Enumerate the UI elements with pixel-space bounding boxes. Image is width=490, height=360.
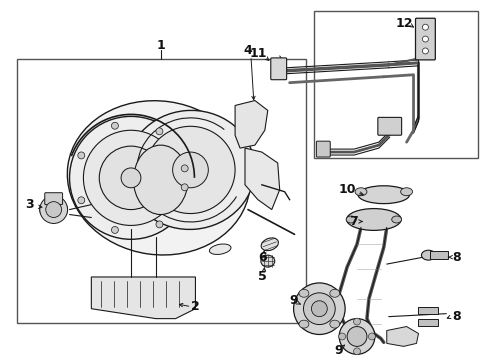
Text: 1: 1: [156, 39, 165, 51]
Text: 8: 8: [452, 310, 461, 323]
FancyBboxPatch shape: [45, 193, 63, 204]
Polygon shape: [245, 148, 280, 210]
Polygon shape: [235, 100, 268, 148]
Ellipse shape: [261, 255, 275, 267]
Text: 9: 9: [289, 294, 298, 307]
Circle shape: [156, 128, 163, 135]
Ellipse shape: [299, 289, 309, 297]
Polygon shape: [91, 277, 196, 319]
Circle shape: [70, 116, 193, 239]
Bar: [17, 59, 306, 323]
Circle shape: [181, 184, 188, 191]
Ellipse shape: [358, 186, 410, 204]
Text: 10: 10: [339, 183, 356, 196]
FancyBboxPatch shape: [317, 141, 330, 157]
Circle shape: [78, 197, 85, 204]
Circle shape: [422, 36, 428, 42]
Ellipse shape: [346, 208, 401, 230]
Ellipse shape: [40, 199, 68, 220]
Text: 5: 5: [258, 270, 267, 283]
Ellipse shape: [209, 244, 231, 255]
Circle shape: [83, 130, 178, 225]
Circle shape: [303, 293, 335, 325]
FancyBboxPatch shape: [416, 18, 435, 60]
Circle shape: [99, 146, 163, 210]
Circle shape: [368, 333, 375, 340]
FancyBboxPatch shape: [378, 117, 402, 135]
Circle shape: [422, 24, 428, 30]
Circle shape: [172, 152, 208, 188]
Circle shape: [40, 196, 68, 224]
Text: 6: 6: [259, 251, 267, 264]
Circle shape: [121, 168, 141, 188]
Ellipse shape: [330, 289, 340, 297]
Circle shape: [339, 333, 345, 340]
Ellipse shape: [392, 216, 402, 223]
Text: 12: 12: [396, 17, 414, 30]
Bar: [430, 251, 448, 259]
Ellipse shape: [133, 145, 188, 215]
Circle shape: [354, 348, 361, 355]
Ellipse shape: [330, 320, 340, 328]
Ellipse shape: [146, 126, 235, 213]
Text: 3: 3: [25, 198, 34, 211]
Circle shape: [339, 319, 375, 354]
Text: 2: 2: [191, 300, 200, 313]
Bar: [418, 319, 439, 325]
Text: 9: 9: [335, 344, 343, 357]
Ellipse shape: [261, 238, 278, 251]
Circle shape: [312, 301, 327, 317]
Circle shape: [347, 327, 367, 346]
Ellipse shape: [355, 188, 367, 196]
Ellipse shape: [421, 250, 435, 260]
Ellipse shape: [126, 111, 255, 229]
Circle shape: [156, 221, 163, 228]
Ellipse shape: [299, 320, 309, 328]
Circle shape: [181, 165, 188, 172]
Polygon shape: [387, 327, 418, 346]
Text: 7: 7: [349, 215, 357, 228]
Ellipse shape: [67, 101, 250, 255]
Text: 11: 11: [249, 48, 267, 60]
Ellipse shape: [346, 216, 356, 223]
Circle shape: [354, 318, 361, 325]
FancyBboxPatch shape: [271, 58, 287, 80]
Text: 8: 8: [452, 251, 461, 264]
Circle shape: [422, 48, 428, 54]
Circle shape: [78, 152, 85, 159]
Bar: [418, 307, 439, 314]
Ellipse shape: [401, 188, 413, 196]
Circle shape: [46, 202, 62, 217]
Bar: [315, 11, 478, 158]
Text: 4: 4: [244, 44, 252, 58]
Circle shape: [294, 283, 345, 334]
Circle shape: [111, 122, 119, 129]
Circle shape: [111, 226, 119, 233]
